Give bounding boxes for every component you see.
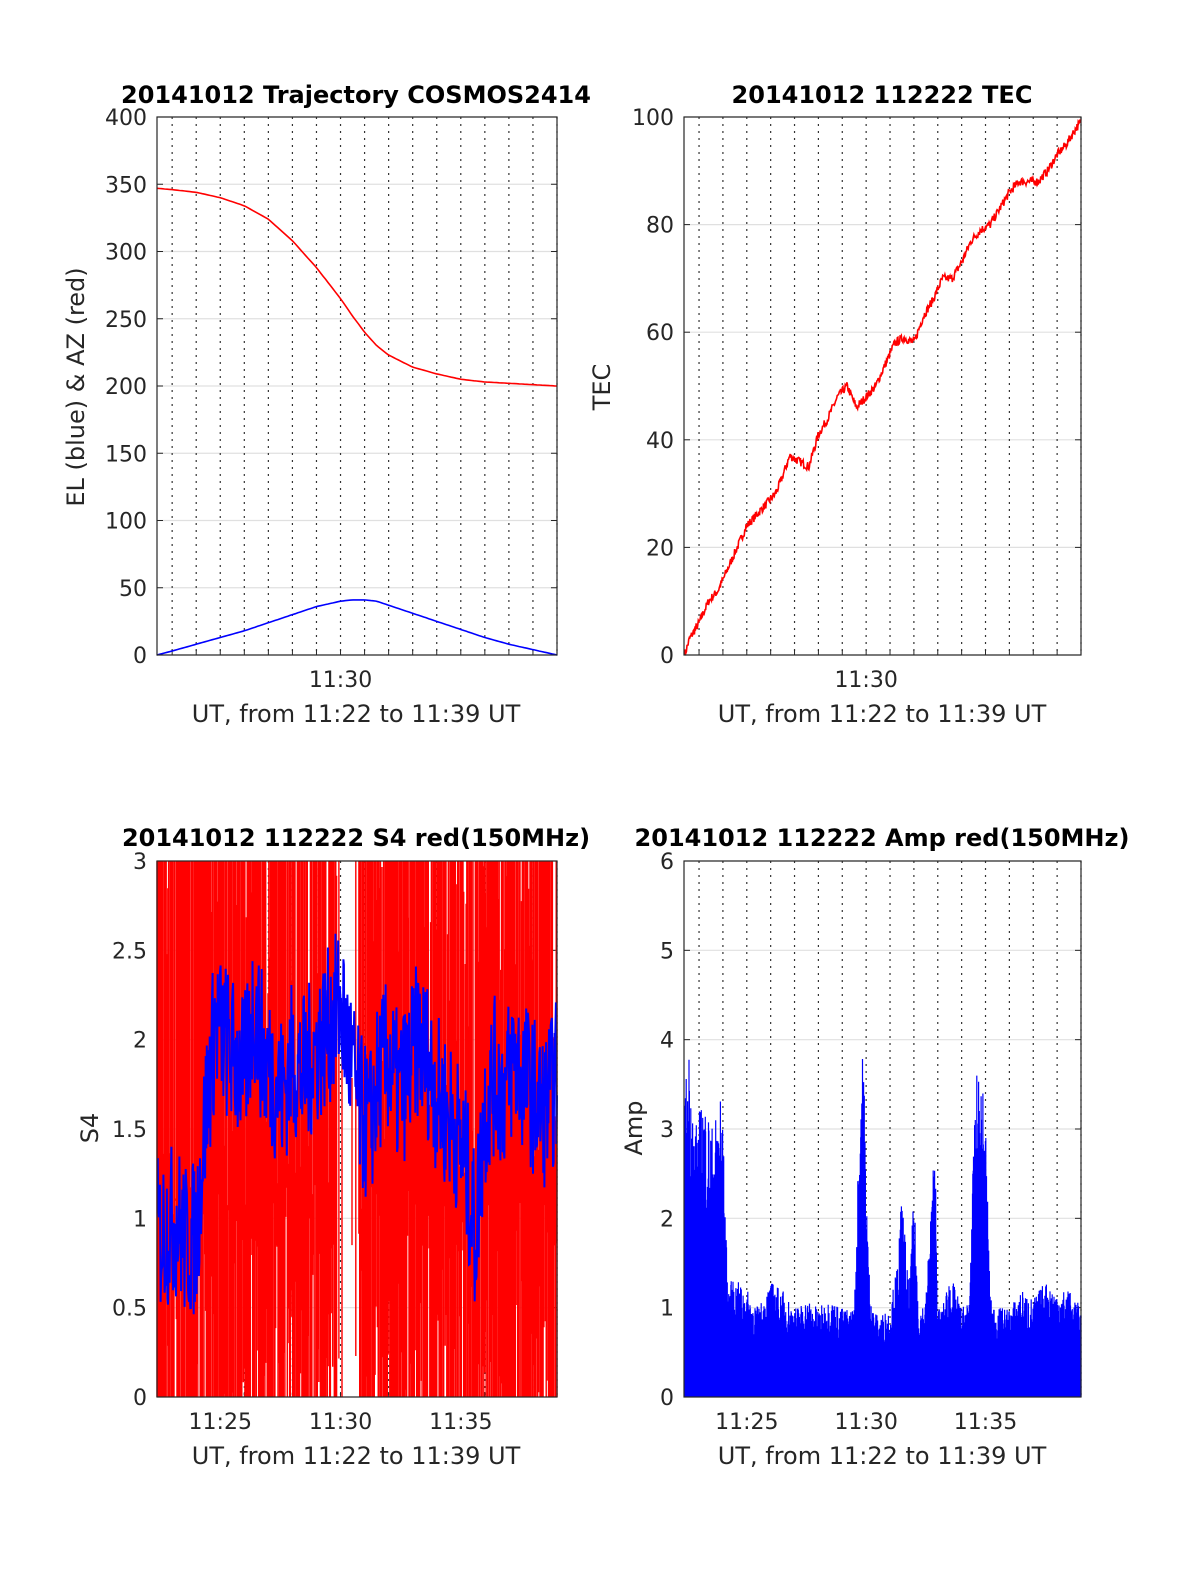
y-tick-label: 400 bbox=[105, 106, 147, 131]
series-line-1 bbox=[156, 933, 558, 1315]
y-tick-label: 100 bbox=[632, 106, 674, 131]
x-tick-label: 11:30 bbox=[309, 668, 372, 693]
axes-box bbox=[683, 860, 1082, 1398]
y-tick-label: 50 bbox=[119, 577, 147, 602]
x-tick-label: 11:35 bbox=[954, 1410, 1017, 1435]
y-tick-label: 3 bbox=[660, 1118, 674, 1143]
series-amp bbox=[684, 1059, 1082, 1397]
x-axis-label: UT, from 11:22 to 11:39 UT bbox=[718, 700, 1047, 728]
x-tick-label: 11:30 bbox=[309, 1410, 372, 1435]
y-tick-label: 1 bbox=[660, 1297, 674, 1322]
series-line-0 bbox=[156, 187, 558, 387]
y-tick-label: 6 bbox=[660, 850, 674, 875]
y-tick-label: 0 bbox=[133, 644, 147, 669]
panel-tec: 20141012 112222 TEC UT, from 11:22 to 11… bbox=[588, 81, 1082, 728]
chart-title: 20141012 112222 S4 red(150MHz) bbox=[122, 824, 590, 852]
series-line-1 bbox=[156, 599, 558, 656]
x-tick-label: 11:30 bbox=[834, 1410, 897, 1435]
y-tick-label: 5 bbox=[660, 939, 674, 964]
chart-title: 20141012 Trajectory COSMOS2414 bbox=[121, 81, 591, 109]
y-tick-label: 300 bbox=[105, 241, 147, 266]
y-axis-label: EL (blue) & AZ (red) bbox=[62, 267, 90, 506]
chart-title: 20141012 112222 Amp red(150MHz) bbox=[635, 824, 1130, 852]
y-tick-label: 150 bbox=[105, 442, 147, 467]
axes-box bbox=[156, 860, 558, 1398]
x-tick-label: 11:25 bbox=[189, 1410, 252, 1435]
x-tick-label: 11:30 bbox=[834, 668, 897, 693]
plot-area: 0 1 2 3 4 5 6 11:25 11:30 11:35 bbox=[660, 850, 1082, 1435]
y-tick-label: 0 bbox=[660, 644, 674, 669]
y-tick-label: 4 bbox=[660, 1029, 674, 1054]
y-tick-label: 2 bbox=[660, 1207, 674, 1232]
chart-title: 20141012 112222 TEC bbox=[732, 81, 1033, 109]
y-tick-label: 100 bbox=[105, 510, 147, 535]
axes-box bbox=[683, 116, 1082, 656]
plot-area: 0 20 40 60 80 100 11:30 bbox=[632, 106, 1082, 693]
y-tick-label: 3 bbox=[133, 850, 147, 875]
y-tick-label: 1.5 bbox=[112, 1118, 147, 1143]
x-tick-label: 11:25 bbox=[715, 1410, 778, 1435]
y-axis-label: S4 bbox=[76, 1113, 104, 1144]
axes-box bbox=[156, 116, 558, 656]
y-tick-label: 40 bbox=[646, 429, 674, 454]
x-axis-label: UT, from 11:22 to 11:39 UT bbox=[192, 700, 521, 728]
panel-trajectory: 20141012 Trajectory COSMOS2414 UT, from … bbox=[62, 81, 591, 728]
y-tick-label: 60 bbox=[646, 321, 674, 346]
panel-s4: 20141012 112222 S4 red(150MHz) UT, from … bbox=[76, 824, 590, 1470]
x-axis-label: UT, from 11:22 to 11:39 UT bbox=[192, 1442, 521, 1470]
y-axis-label: Amp bbox=[620, 1100, 648, 1155]
y-tick-label: 250 bbox=[105, 308, 147, 333]
y-tick-label: 0 bbox=[133, 1386, 147, 1411]
y-tick-label: 350 bbox=[105, 173, 147, 198]
y-tick-label: 1 bbox=[133, 1207, 147, 1232]
x-tick-label: 11:35 bbox=[429, 1410, 492, 1435]
series-line-0 bbox=[683, 118, 1082, 657]
y-tick-label: 2 bbox=[133, 1029, 147, 1054]
y-axis-label: TEC bbox=[588, 364, 616, 412]
y-tick-label: 20 bbox=[646, 536, 674, 561]
y-tick-label: 0.5 bbox=[112, 1297, 147, 1322]
y-tick-label: 2.5 bbox=[112, 939, 147, 964]
y-tick-label: 80 bbox=[646, 214, 674, 239]
x-axis-label: UT, from 11:22 to 11:39 UT bbox=[718, 1442, 1047, 1470]
plot-area: 0 0.5 1 1.5 2 2.5 3 11:25 11:30 11:35 bbox=[112, 850, 558, 1435]
panel-amp: 20141012 112222 Amp red(150MHz) UT, from… bbox=[620, 824, 1129, 1470]
plot-area: 0 50 100 150 200 250 300 350 400 11:30 bbox=[105, 106, 558, 693]
y-tick-label: 200 bbox=[105, 375, 147, 400]
y-tick-label: 0 bbox=[660, 1386, 674, 1411]
